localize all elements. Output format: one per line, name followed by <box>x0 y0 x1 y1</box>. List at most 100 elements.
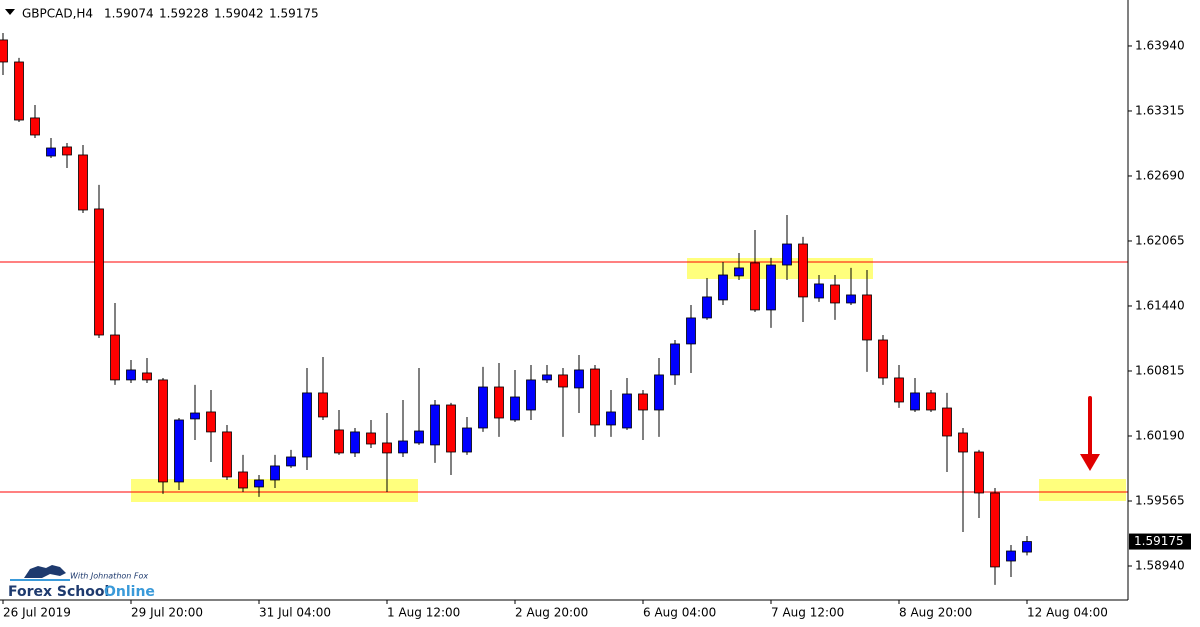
candle-body <box>846 294 856 304</box>
candle-body <box>110 334 120 381</box>
candle-body <box>286 456 296 467</box>
header-close: 1.59175 <box>269 7 319 21</box>
candle-body <box>398 440 408 454</box>
target-zone <box>1039 479 1126 501</box>
candle-body <box>798 243 808 298</box>
price-tag <box>1129 533 1191 550</box>
header-open: 1.59074 <box>104 7 154 21</box>
candle-body <box>190 412 200 420</box>
candle-body <box>414 430 424 444</box>
y-tick-label: 1.61440 <box>1135 298 1185 312</box>
header-low: 1.59042 <box>214 7 264 21</box>
candle-body <box>270 465 280 481</box>
candle-body <box>606 411 616 426</box>
y-tick-label: 1.58940 <box>1135 558 1185 572</box>
candle-body <box>814 283 824 299</box>
candle-body <box>318 392 328 418</box>
candle-body <box>654 374 664 411</box>
candle-body <box>542 374 552 381</box>
candle-body <box>14 61 24 121</box>
candle-body <box>718 274 728 301</box>
resistance-zone <box>687 258 873 279</box>
y-tick-label: 1.60815 <box>1135 363 1185 377</box>
x-tick-label: 7 Aug 12:00 <box>771 606 844 620</box>
candle-body <box>350 431 360 454</box>
candle-body <box>910 392 920 411</box>
candle-body <box>366 432 376 445</box>
candle-body <box>734 267 744 277</box>
candle-body <box>926 392 936 411</box>
menu-triangle <box>5 9 15 15</box>
y-tick-label: 1.63315 <box>1135 103 1185 117</box>
candle-body <box>558 374 568 388</box>
plot <box>0 32 1128 585</box>
candle-body <box>1006 550 1016 562</box>
candle-body <box>46 147 56 157</box>
candle-body <box>830 284 840 304</box>
candle-body <box>238 471 248 489</box>
logo-icon <box>24 565 66 578</box>
x-tick-label: 29 Jul 20:00 <box>131 606 203 620</box>
logo: With Johnathon Fox Forex School Online <box>8 565 155 600</box>
y-tick-label: 1.63940 <box>1135 38 1185 52</box>
x-tick-label: 26 Jul 2019 <box>3 606 71 620</box>
logo-brand: Forex School <box>8 584 109 600</box>
candle-body <box>590 368 600 426</box>
candle-body <box>782 243 792 266</box>
candle-body <box>702 296 712 319</box>
candle-body <box>62 146 72 156</box>
candle-body <box>766 264 776 311</box>
candle-body <box>222 431 232 478</box>
candle-body <box>878 339 888 379</box>
candle-body <box>94 208 104 336</box>
candle-body <box>510 396 520 421</box>
logo-tagline: With Johnathon Fox <box>70 572 148 581</box>
x-tick-label: 2 Aug 20:00 <box>515 606 588 620</box>
candle-body <box>990 492 1000 568</box>
candle-body <box>158 379 168 483</box>
header-high: 1.59228 <box>159 7 209 21</box>
logo-brand-suffix: Online <box>104 584 155 600</box>
candle-body <box>462 427 472 453</box>
candle-body <box>302 392 312 458</box>
candle-body <box>862 294 872 341</box>
candle-body <box>526 379 536 411</box>
candle-body <box>206 411 216 433</box>
candle-body <box>0 39 8 63</box>
candle-body <box>78 154 88 211</box>
candle-body <box>974 451 984 494</box>
candle-body <box>254 479 264 488</box>
candle-body <box>670 343 680 376</box>
candle-body <box>494 386 504 419</box>
y-tick-label: 1.60190 <box>1135 428 1185 442</box>
y-tick-label: 1.62065 <box>1135 233 1185 247</box>
x-tick-label: 6 Aug 04:00 <box>643 606 716 620</box>
x-tick-label: 1 Aug 12:00 <box>387 606 460 620</box>
y-tick-label: 1.59565 <box>1135 493 1185 507</box>
arrow-head <box>1080 454 1100 471</box>
candle-body <box>894 377 904 403</box>
candle-body <box>750 262 760 311</box>
candle-body <box>174 419 184 483</box>
candle-body <box>382 442 392 454</box>
candle-body <box>430 404 440 446</box>
candle-body <box>334 429 344 454</box>
candle-body <box>30 117 40 136</box>
candle-body <box>126 369 136 381</box>
candle-body <box>958 432 968 453</box>
candle-body <box>478 386 488 429</box>
candle-body <box>638 393 648 411</box>
y-tick-label: 1.62690 <box>1135 168 1185 182</box>
candle-body <box>942 407 952 437</box>
candle-body <box>142 372 152 381</box>
symbol-title: GBPCAD,H4 <box>22 7 93 21</box>
candle-body <box>1022 541 1032 553</box>
candle-body <box>686 317 696 345</box>
candle-body <box>574 369 584 389</box>
support-zone <box>131 479 418 502</box>
x-tick-label: 8 Aug 20:00 <box>899 606 972 620</box>
x-tick-label: 31 Jul 04:00 <box>259 606 331 620</box>
x-tick-label: 12 Aug 04:00 <box>1027 606 1108 620</box>
